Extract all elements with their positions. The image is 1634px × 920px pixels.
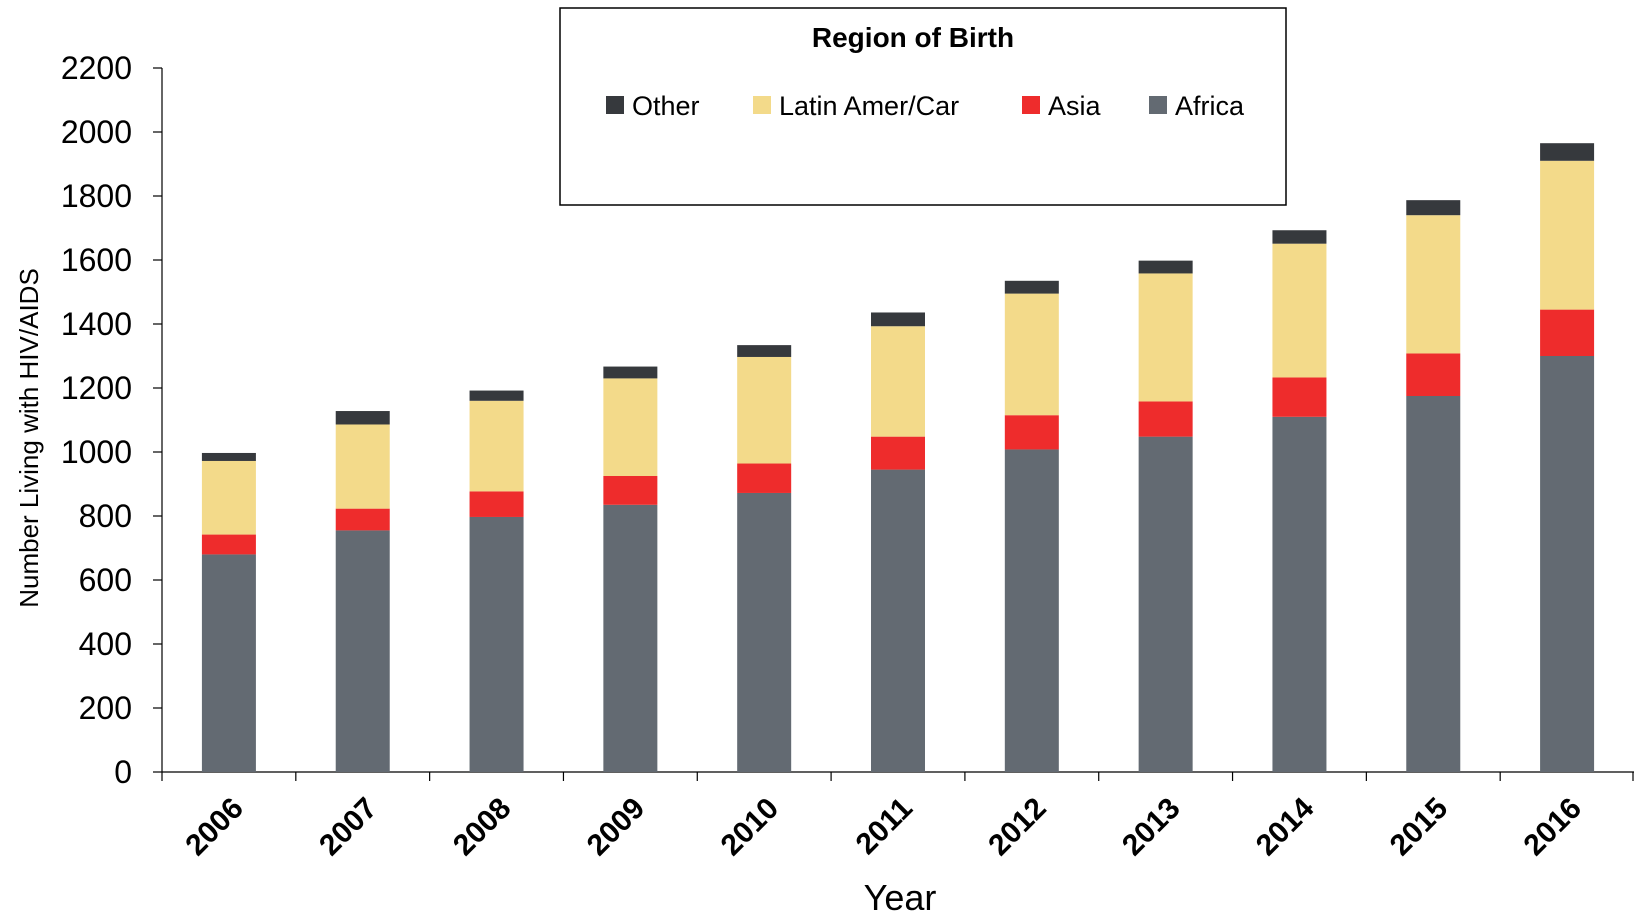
x-tick-label: 2009	[581, 792, 652, 863]
y-tick-label: 0	[114, 754, 132, 790]
legend-swatch-africa	[1149, 96, 1167, 114]
bar-segment-africa-2006	[201, 554, 256, 772]
x-axis-title: Year	[864, 877, 937, 918]
bars	[201, 143, 1595, 772]
bar-segment-asia-2014	[1272, 377, 1327, 417]
legend-label-asia: Asia	[1048, 91, 1102, 121]
bar-segment-africa-2008	[469, 516, 524, 772]
bar-segment-other-2014	[1272, 230, 1327, 244]
y-tick-label: 800	[79, 498, 132, 534]
bar-segment-latin-amer-car-2016	[1540, 160, 1595, 310]
x-tick-label: 2014	[1250, 791, 1321, 862]
x-tick-label: 2007	[313, 792, 384, 863]
bar-segment-latin-amer-car-2014	[1272, 243, 1327, 378]
legend: Region of Birth Other Latin Amer/Car Asia A…	[559, 7, 1287, 206]
bar-segment-latin-amer-car-2008	[469, 400, 524, 492]
x-tick-label: 2011	[850, 792, 919, 861]
bar-segment-asia-2010	[737, 463, 792, 493]
x-tick-label: 2012	[982, 792, 1053, 863]
bar-segment-asia-2015	[1406, 353, 1461, 396]
bar-segment-africa-2012	[1004, 449, 1059, 772]
y-tick-label: 1200	[61, 370, 132, 406]
legend-swatch-asia	[1022, 96, 1040, 114]
y-tick-label: 2200	[61, 50, 132, 86]
x-tick-label: 2010	[715, 792, 786, 863]
bar-segment-asia-2009	[603, 476, 658, 505]
x-tick-label: 2016	[1518, 792, 1589, 863]
bar-segment-other-2012	[1004, 280, 1059, 294]
bar-segment-asia-2016	[1540, 309, 1595, 356]
bar-segment-africa-2009	[603, 504, 658, 772]
legend-label-latin-amer-car: Latin Amer/Car	[779, 91, 959, 121]
legend-label-africa: Africa	[1175, 91, 1245, 121]
bar-segment-other-2015	[1406, 200, 1461, 216]
x-tick-label: 2015	[1384, 792, 1455, 863]
x-tick-label: 2013	[1116, 792, 1187, 863]
bar-segment-africa-2007	[335, 530, 390, 772]
bar-segment-other-2016	[1540, 143, 1595, 161]
bar-segment-africa-2015	[1406, 396, 1461, 772]
x-tick-label: 2008	[447, 792, 518, 863]
legend-swatch-other	[606, 96, 624, 114]
bar-segment-other-2006	[201, 452, 256, 461]
bar-segment-other-2008	[469, 390, 524, 401]
bar-segment-latin-amer-car-2010	[737, 356, 792, 464]
y-tick-label: 1800	[61, 178, 132, 214]
bar-segment-other-2013	[1138, 260, 1193, 274]
bar-segment-latin-amer-car-2012	[1004, 293, 1059, 416]
bar-segment-africa-2011	[871, 469, 925, 772]
bar-segment-other-2007	[335, 411, 390, 425]
bar-segment-africa-2010	[737, 492, 792, 772]
bar-segment-latin-amer-car-2009	[603, 378, 658, 476]
y-tick-label: 600	[79, 562, 132, 598]
legend-swatch-latin-amer-car	[753, 96, 771, 114]
bar-segment-asia-2013	[1138, 401, 1193, 437]
y-tick-label: 1600	[61, 242, 132, 278]
bar-segment-asia-2006	[201, 534, 256, 555]
bar-segment-other-2009	[603, 366, 658, 379]
bar-segment-africa-2016	[1540, 356, 1595, 772]
y-axis: 0 200 400 600 800 1000 1200 1400 1600 1800 2000 220…	[61, 50, 163, 790]
bar-segment-africa-2013	[1138, 436, 1193, 772]
bar-segment-asia-2007	[335, 508, 390, 531]
y-tick-label: 1400	[61, 306, 132, 342]
bar-segment-other-2011	[871, 312, 925, 327]
y-axis-title: Number Living with HIV/AIDS	[14, 268, 44, 608]
bar-segment-asia-2011	[871, 436, 925, 470]
y-tick-label: 400	[79, 626, 132, 662]
y-tick-label: 200	[79, 690, 132, 726]
x-axis: 2006 2007 2008 2009 2010 2011 2012 2013 2014 2015…	[161, 771, 1634, 863]
bar-segment-latin-amer-car-2013	[1138, 273, 1193, 402]
bar-segment-latin-amer-car-2006	[201, 460, 256, 535]
x-tick-label: 2006	[179, 792, 250, 863]
legend-title: Region of Birth	[812, 22, 1014, 53]
bar-segment-latin-amer-car-2007	[335, 424, 390, 509]
bar-segment-asia-2012	[1004, 415, 1059, 450]
y-tick-label: 1000	[61, 434, 132, 470]
legend-items: Other Latin Amer/Car Asia Africa	[606, 91, 1245, 121]
bar-segment-asia-2008	[469, 491, 524, 517]
y-tick-label: 2000	[61, 114, 132, 150]
bar-segment-other-2010	[737, 345, 792, 357]
bar-segment-africa-2014	[1272, 416, 1327, 772]
bar-segment-latin-amer-car-2011	[871, 326, 925, 437]
bar-segment-latin-amer-car-2015	[1406, 215, 1461, 354]
legend-label-other: Other	[632, 91, 700, 121]
